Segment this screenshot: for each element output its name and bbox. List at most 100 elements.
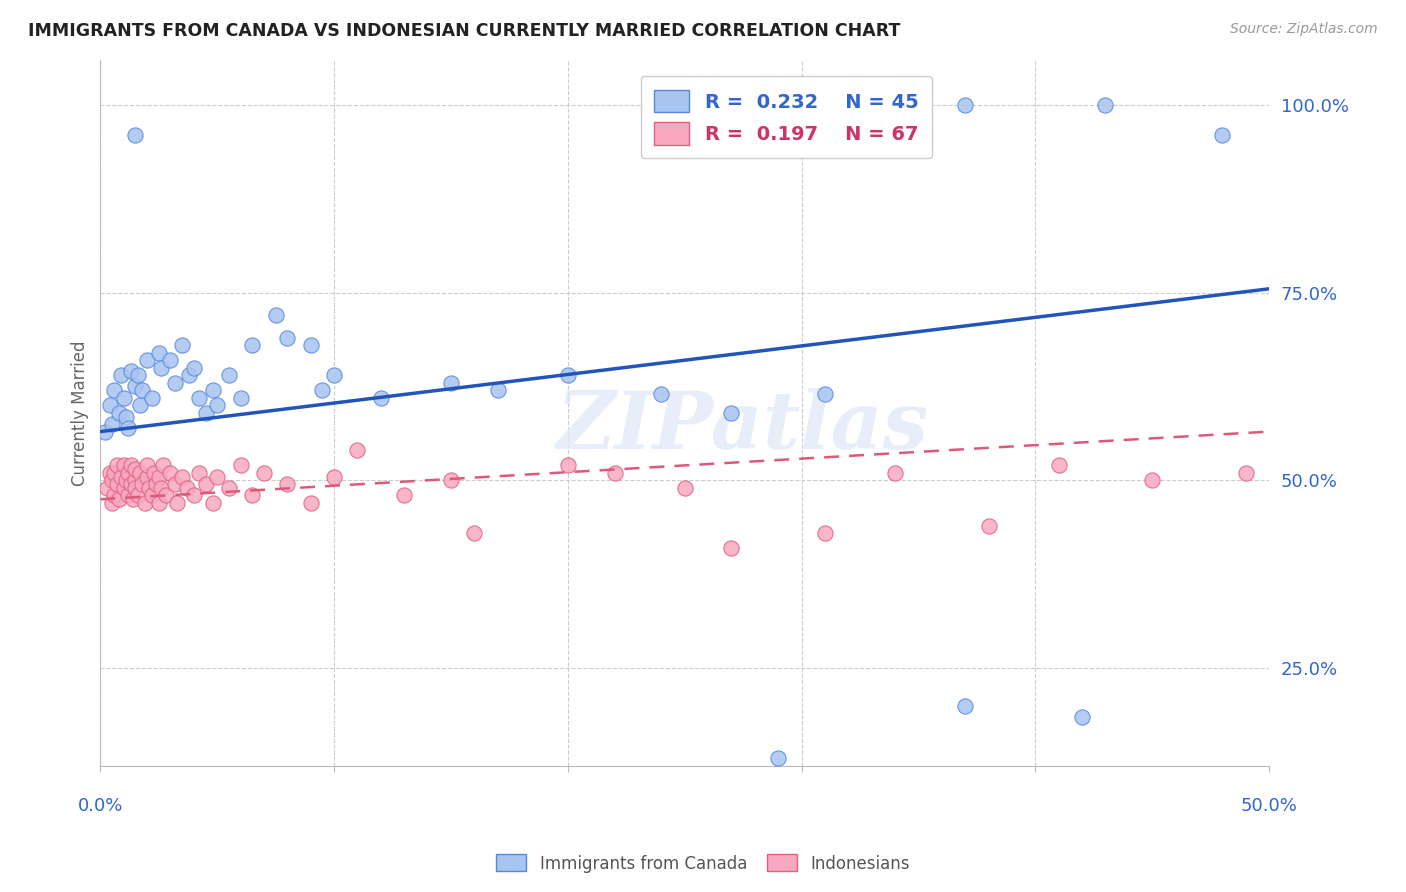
Point	[124, 128, 146, 142]
Point	[117, 466, 139, 480]
Point	[814, 387, 837, 401]
Y-axis label: Currently Married: Currently Married	[72, 340, 89, 485]
Point	[814, 526, 837, 541]
Text: IMMIGRANTS FROM CANADA VS INDONESIAN CURRENTLY MARRIED CORRELATION CHART: IMMIGRANTS FROM CANADA VS INDONESIAN CUR…	[28, 22, 900, 40]
Text: 0.0%: 0.0%	[77, 797, 124, 814]
Point	[124, 481, 146, 495]
Point	[673, 481, 696, 495]
Point	[148, 496, 170, 510]
Point	[108, 492, 131, 507]
Point	[101, 417, 124, 431]
Point	[94, 425, 117, 439]
Point	[148, 345, 170, 359]
Point	[201, 496, 224, 510]
Point	[229, 458, 252, 473]
Point	[101, 496, 124, 510]
Point	[105, 458, 128, 473]
Legend: R =  0.232    N = 45, R =  0.197    N = 67: R = 0.232 N = 45, R = 0.197 N = 67	[641, 77, 932, 158]
Text: ZIPatlas: ZIPatlas	[557, 388, 929, 466]
Point	[346, 443, 368, 458]
Point	[105, 477, 128, 491]
Point	[720, 541, 742, 555]
Point	[120, 477, 142, 491]
Point	[152, 458, 174, 473]
Point	[112, 458, 135, 473]
Point	[155, 488, 177, 502]
Point	[299, 338, 322, 352]
Point	[150, 481, 173, 495]
Point	[720, 406, 742, 420]
Point	[183, 488, 205, 502]
Point	[120, 458, 142, 473]
Point	[141, 391, 163, 405]
Point	[953, 97, 976, 112]
Point	[440, 376, 463, 390]
Point	[392, 488, 415, 502]
Point	[253, 466, 276, 480]
Point	[165, 376, 187, 390]
Point	[1140, 474, 1163, 488]
Point	[148, 469, 170, 483]
Text: 50.0%: 50.0%	[1240, 797, 1298, 814]
Point	[463, 526, 485, 541]
Point	[240, 488, 263, 502]
Point	[127, 488, 149, 502]
Point	[194, 477, 217, 491]
Point	[276, 331, 298, 345]
Point	[108, 406, 131, 420]
Point	[136, 353, 159, 368]
Point	[98, 466, 121, 480]
Point	[187, 466, 209, 480]
Legend: Immigrants from Canada, Indonesians: Immigrants from Canada, Indonesians	[489, 847, 917, 880]
Point	[115, 474, 138, 488]
Point	[122, 492, 145, 507]
Point	[120, 364, 142, 378]
Point	[176, 481, 198, 495]
Point	[603, 466, 626, 480]
Point	[370, 391, 392, 405]
Point	[143, 466, 166, 480]
Point	[124, 379, 146, 393]
Point	[240, 338, 263, 352]
Point	[276, 477, 298, 491]
Point	[112, 481, 135, 495]
Point	[183, 360, 205, 375]
Point	[766, 751, 789, 765]
Point	[129, 466, 152, 480]
Point	[229, 391, 252, 405]
Point	[953, 698, 976, 713]
Point	[299, 496, 322, 510]
Point	[205, 398, 228, 412]
Point	[115, 409, 138, 424]
Point	[150, 360, 173, 375]
Point	[557, 368, 579, 383]
Point	[129, 398, 152, 412]
Point	[884, 466, 907, 480]
Point	[98, 398, 121, 412]
Point	[110, 368, 132, 383]
Point	[172, 338, 194, 352]
Point	[194, 406, 217, 420]
Point	[977, 518, 1000, 533]
Point	[138, 481, 160, 495]
Point	[1094, 97, 1116, 112]
Point	[124, 474, 146, 488]
Point	[112, 391, 135, 405]
Point	[117, 421, 139, 435]
Point	[166, 496, 188, 510]
Point	[172, 469, 194, 483]
Text: Source: ZipAtlas.com: Source: ZipAtlas.com	[1230, 22, 1378, 37]
Point	[1211, 128, 1233, 142]
Point	[136, 469, 159, 483]
Point	[131, 477, 153, 491]
Point	[159, 466, 181, 480]
Point	[1234, 466, 1257, 480]
Point	[264, 308, 287, 322]
Point	[218, 368, 240, 383]
Point	[218, 481, 240, 495]
Point	[1047, 458, 1070, 473]
Point	[131, 384, 153, 398]
Point	[127, 368, 149, 383]
Point	[323, 368, 346, 383]
Point	[201, 384, 224, 398]
